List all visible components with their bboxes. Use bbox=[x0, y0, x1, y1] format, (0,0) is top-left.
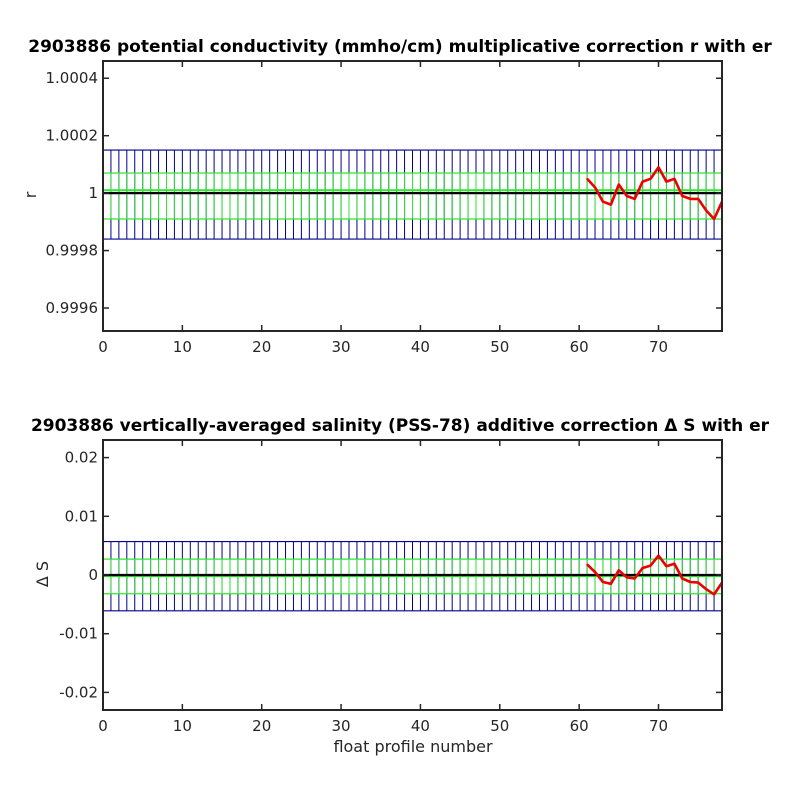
x-tick-label: 70 bbox=[649, 717, 668, 735]
y-tick-label: 1.0002 bbox=[46, 127, 99, 145]
data-point bbox=[681, 577, 684, 580]
chart-title: 2903886 potential conductivity (mmho/cm)… bbox=[28, 37, 772, 57]
data-point bbox=[705, 209, 707, 212]
data-point bbox=[625, 576, 628, 579]
data-point bbox=[618, 569, 620, 572]
data-point bbox=[689, 198, 692, 200]
data-point bbox=[641, 180, 644, 183]
y-tick-label: 0 bbox=[88, 566, 98, 584]
y-tick-label: 1.0004 bbox=[46, 69, 99, 87]
x-tick-label: 40 bbox=[411, 338, 430, 356]
data-point bbox=[713, 218, 715, 220]
data-point bbox=[713, 593, 715, 596]
data-point bbox=[649, 564, 652, 567]
data-point bbox=[610, 203, 612, 206]
data-point bbox=[649, 177, 652, 180]
axis-ticks: 0 10 20 30 40 50 60 70 -0.02 -0.01 0 0.01 0.02 bbox=[59, 440, 722, 735]
x-tick-label: 70 bbox=[649, 338, 668, 356]
data-point bbox=[586, 563, 588, 566]
data-point bbox=[697, 581, 699, 584]
y-tick-label: 1 bbox=[88, 184, 98, 202]
x-tick-label: 50 bbox=[490, 338, 509, 356]
data-point bbox=[705, 588, 707, 590]
series-points bbox=[586, 166, 723, 220]
x-tick-label: 50 bbox=[490, 717, 509, 735]
data-point bbox=[602, 200, 604, 203]
x-tick-label: 60 bbox=[570, 717, 589, 735]
data-point bbox=[689, 581, 692, 583]
data-point bbox=[618, 183, 620, 186]
chart-panel-salinity: 2903886 vertically-averaged salinity (PS… bbox=[31, 416, 770, 756]
data-point bbox=[594, 186, 596, 189]
x-tick-label: 20 bbox=[252, 338, 271, 356]
y-tick-label: 0.02 bbox=[65, 449, 98, 467]
data-point bbox=[633, 577, 636, 580]
axis-ticks: 0 10 20 30 40 50 60 70 0.9996 0.9998 1 1.0002 1.0004 bbox=[46, 61, 722, 356]
y-tick-label: 0.9996 bbox=[46, 299, 99, 317]
x-tick-label: 0 bbox=[98, 338, 108, 356]
data-point bbox=[665, 180, 668, 183]
y-tick-label: 0.01 bbox=[65, 507, 98, 525]
data-point bbox=[641, 567, 644, 569]
y-axis-label: Δ S bbox=[33, 561, 52, 587]
series-line bbox=[586, 554, 724, 596]
plot-frame bbox=[102, 60, 723, 332]
data-point bbox=[673, 563, 676, 565]
y-axis-label: r bbox=[21, 191, 40, 198]
data-point bbox=[633, 198, 636, 200]
data-point bbox=[625, 195, 628, 197]
data-point bbox=[586, 177, 588, 180]
x-tick-label: 10 bbox=[173, 338, 192, 356]
data-point bbox=[594, 571, 596, 573]
data-point bbox=[657, 554, 660, 557]
y-tick-label: 0.9998 bbox=[46, 242, 99, 260]
x-tick-label: 40 bbox=[411, 717, 430, 735]
x-tick-label: 20 bbox=[252, 717, 271, 735]
y-tick-label: -0.02 bbox=[59, 683, 98, 701]
x-axis-label: float profile number bbox=[333, 737, 493, 756]
plot-area bbox=[102, 540, 724, 612]
data-point bbox=[665, 565, 668, 567]
x-tick-label: 0 bbox=[98, 717, 108, 735]
x-tick-label: 10 bbox=[173, 717, 192, 735]
data-point bbox=[697, 198, 699, 200]
y-tick-label: -0.01 bbox=[59, 625, 98, 643]
chart-panel-conductivity: 2903886 potential conductivity (mmho/cm)… bbox=[21, 37, 772, 356]
chart-title: 2903886 vertically-averaged salinity (PS… bbox=[31, 416, 770, 436]
plot-area bbox=[102, 149, 724, 240]
x-tick-label: 30 bbox=[332, 717, 351, 735]
series-line bbox=[586, 166, 724, 221]
data-point bbox=[610, 583, 612, 585]
data-point bbox=[681, 195, 684, 197]
x-tick-label: 30 bbox=[332, 338, 351, 356]
data-point bbox=[673, 177, 676, 180]
data-point bbox=[602, 581, 604, 583]
data-point bbox=[657, 166, 660, 169]
x-tick-label: 60 bbox=[570, 338, 589, 356]
